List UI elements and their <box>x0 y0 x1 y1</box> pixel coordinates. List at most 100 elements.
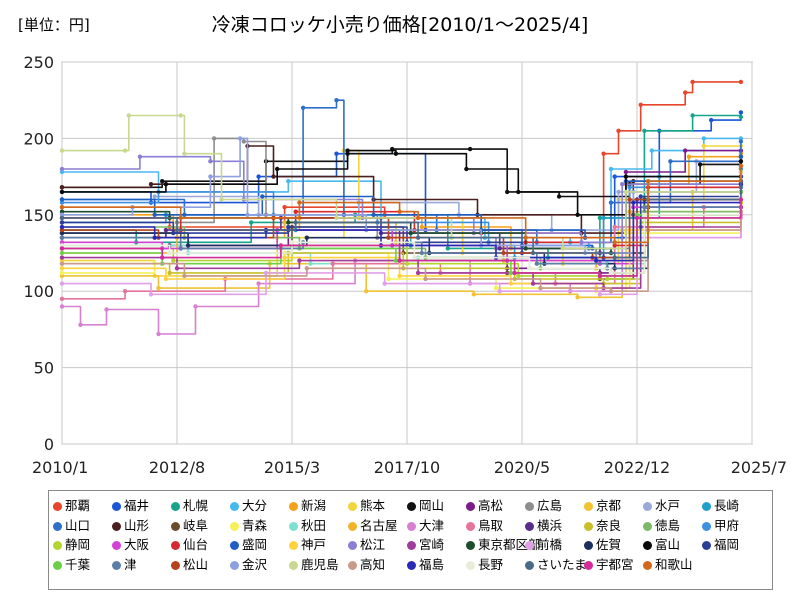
legend-label: 千葉 <box>65 556 91 572</box>
legend-label: 山口 <box>65 517 91 533</box>
data-point-札幌 <box>445 246 450 251</box>
data-point-千葉 <box>393 258 399 263</box>
data-point-仙台 <box>612 243 617 248</box>
data-point-長野 <box>167 250 172 256</box>
legend-label: 鹿児島 <box>301 556 339 572</box>
data-point-宇都宮 <box>397 258 402 263</box>
legend-item: 青森 <box>230 517 267 535</box>
data-point-大分 <box>608 166 614 172</box>
data-point-佐賀 <box>185 243 191 248</box>
data-point-岡山 <box>697 162 703 167</box>
data-point-神戸 <box>282 255 287 260</box>
series-line-福島 <box>62 184 742 262</box>
data-point-鹿児島 <box>178 113 183 118</box>
data-point-長野 <box>608 270 614 276</box>
data-point-山口 <box>300 105 306 111</box>
legend-label: 盛岡 <box>242 537 268 552</box>
data-point-新潟 <box>419 224 424 230</box>
data-point-山口 <box>334 98 339 103</box>
legend-marker <box>525 541 534 550</box>
data-point-東京都区部 <box>59 209 65 214</box>
legend-marker <box>289 560 298 570</box>
data-point-鹿児島 <box>182 151 187 156</box>
data-point-鳥取 <box>330 261 335 266</box>
data-point-京都 <box>575 295 580 300</box>
data-point-青森 <box>386 276 391 282</box>
data-point-松江 <box>137 154 143 159</box>
data-point-大阪 <box>59 240 65 245</box>
data-point-札幌 <box>738 114 744 120</box>
legend-item: 札幌 <box>171 497 208 515</box>
legend-label: 岡山 <box>419 498 445 513</box>
data-point-山形 <box>271 174 276 179</box>
data-point-福岡 <box>59 220 65 225</box>
data-point-山口 <box>738 139 744 144</box>
legend-label: 福岡 <box>714 537 740 552</box>
data-point-横浜 <box>163 227 169 233</box>
data-point-松山 <box>627 197 632 202</box>
data-point-金沢 <box>237 136 243 141</box>
data-point-松江 <box>59 166 65 172</box>
legend-marker <box>230 521 239 531</box>
data-point-水戸 <box>152 194 157 199</box>
data-point-和歌山 <box>738 163 744 169</box>
legend-label: 静岡 <box>65 537 91 552</box>
legend-label: 京都 <box>596 498 622 513</box>
data-point-さいたま <box>612 255 617 260</box>
data-point-那覇 <box>738 79 744 85</box>
legend-label: 神戸 <box>301 537 327 552</box>
legend-item: 金沢 <box>230 556 267 574</box>
legend-marker <box>643 521 652 531</box>
data-point-前橋 <box>382 281 387 286</box>
legend-label: 高知 <box>360 556 386 572</box>
data-point-高知 <box>304 266 309 271</box>
series-line-長野 <box>62 196 742 274</box>
data-point-岡山 <box>556 194 562 199</box>
data-point-札幌 <box>249 220 254 225</box>
unit-label: [単位：円] <box>18 16 90 34</box>
data-point-那覇 <box>683 90 688 95</box>
legend-label: 松山 <box>183 556 209 572</box>
legend-marker <box>525 521 534 531</box>
y-tick-label: 150 <box>23 206 54 225</box>
data-point-宮崎 <box>530 281 536 286</box>
legend-marker <box>289 502 298 511</box>
legend-marker <box>584 502 593 511</box>
legend-label: 津 <box>124 556 137 572</box>
legend-marker <box>112 541 121 550</box>
data-point-金沢 <box>245 212 250 217</box>
data-point-富山 <box>275 166 280 172</box>
legend-item: 長崎 <box>702 497 739 515</box>
legend-item: 京都 <box>584 497 621 515</box>
data-point-鹿児島 <box>122 148 128 153</box>
data-point-福井 <box>709 117 714 123</box>
data-point-大分 <box>286 179 291 184</box>
legend-item: 盛岡 <box>230 536 267 554</box>
legend-marker <box>289 541 298 550</box>
data-point-鳥取 <box>59 296 65 301</box>
data-point-東京都区部 <box>286 220 291 225</box>
legend-item: 千葉 <box>53 556 90 574</box>
data-point-宮崎 <box>415 270 421 276</box>
legend-label: 長崎 <box>714 498 740 513</box>
data-point-那覇 <box>616 128 621 133</box>
legend-item: 横浜 <box>525 517 562 535</box>
data-point-名古屋 <box>282 220 287 225</box>
legend-item: 松江 <box>348 536 385 554</box>
legend-label: 和歌山 <box>655 556 693 572</box>
data-point-さいたま <box>59 215 65 221</box>
legend-item: 山形 <box>112 517 149 535</box>
data-point-山形 <box>59 185 65 190</box>
data-point-静岡 <box>516 273 521 279</box>
data-point-津 <box>534 261 539 266</box>
legend-item: 鳥取 <box>466 517 503 535</box>
data-point-宇都宮 <box>512 270 517 276</box>
data-point-新潟 <box>686 154 692 159</box>
data-point-宮崎 <box>297 258 302 263</box>
data-point-和歌山 <box>612 240 617 245</box>
data-point-千葉 <box>634 212 640 217</box>
legend-marker <box>53 541 62 550</box>
data-point-鹿児島 <box>126 113 131 118</box>
data-point-前橋 <box>497 289 502 294</box>
legend-label: 東京都区部 <box>478 537 541 552</box>
